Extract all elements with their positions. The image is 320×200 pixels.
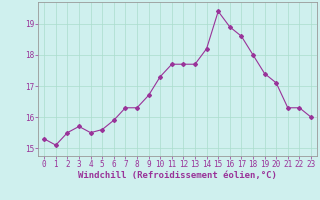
X-axis label: Windchill (Refroidissement éolien,°C): Windchill (Refroidissement éolien,°C) <box>78 171 277 180</box>
